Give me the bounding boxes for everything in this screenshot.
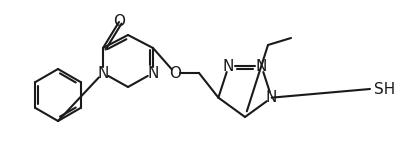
Text: N: N: [147, 66, 159, 80]
Text: SH: SH: [374, 82, 396, 96]
Text: N: N: [223, 59, 234, 74]
Text: O: O: [169, 66, 181, 80]
Text: O: O: [113, 14, 125, 29]
Text: N: N: [256, 59, 267, 74]
Text: N: N: [266, 90, 277, 105]
Text: N: N: [97, 66, 109, 80]
